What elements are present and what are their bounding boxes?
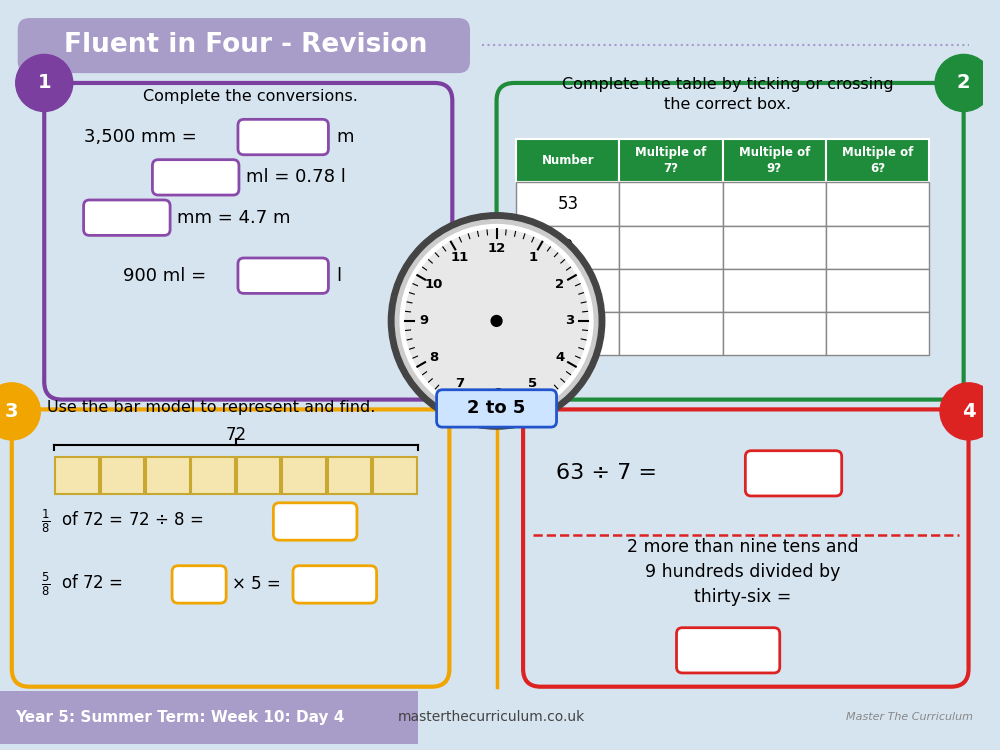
- Circle shape: [16, 55, 73, 112]
- Text: 6: 6: [492, 387, 501, 400]
- Text: 2: 2: [957, 74, 970, 92]
- Text: 4: 4: [555, 351, 564, 364]
- Bar: [723, 139, 826, 182]
- Bar: [191, 457, 235, 494]
- FancyBboxPatch shape: [273, 503, 357, 540]
- Text: 3,500 mm =: 3,500 mm =: [84, 128, 196, 146]
- Text: 5: 5: [528, 377, 538, 391]
- FancyBboxPatch shape: [44, 83, 452, 400]
- Text: mm = 4.7 m: mm = 4.7 m: [177, 209, 290, 226]
- Text: 1: 1: [528, 251, 538, 265]
- Bar: [723, 268, 826, 312]
- Circle shape: [388, 213, 605, 429]
- Circle shape: [0, 382, 40, 440]
- FancyBboxPatch shape: [12, 410, 449, 687]
- Text: m: m: [336, 128, 354, 146]
- Text: Multiple of
7?: Multiple of 7?: [635, 146, 707, 176]
- Text: Fluent in Four - Revision: Fluent in Four - Revision: [64, 32, 428, 58]
- Text: × 5 =: × 5 =: [232, 575, 281, 593]
- Text: 12: 12: [487, 242, 506, 255]
- FancyBboxPatch shape: [18, 18, 470, 74]
- Text: 11: 11: [451, 251, 469, 265]
- Text: ml = 0.78 l: ml = 0.78 l: [246, 168, 346, 186]
- Bar: [328, 457, 371, 494]
- Text: Multiple of
9?: Multiple of 9?: [739, 146, 810, 176]
- Bar: [826, 182, 929, 226]
- Text: 10: 10: [424, 278, 443, 291]
- Circle shape: [935, 55, 992, 112]
- Bar: [237, 457, 280, 494]
- Circle shape: [400, 224, 593, 417]
- Bar: [723, 182, 826, 226]
- FancyBboxPatch shape: [523, 410, 969, 687]
- FancyBboxPatch shape: [745, 451, 842, 496]
- Bar: [619, 139, 723, 182]
- Bar: [146, 457, 190, 494]
- FancyBboxPatch shape: [238, 258, 328, 293]
- Circle shape: [940, 382, 997, 440]
- Bar: [723, 312, 826, 356]
- FancyBboxPatch shape: [437, 390, 557, 427]
- Bar: [516, 182, 619, 226]
- Text: masterthecurriculum.co.uk: masterthecurriculum.co.uk: [398, 710, 585, 724]
- Text: 2: 2: [555, 278, 564, 291]
- Bar: [826, 226, 929, 268]
- Bar: [55, 457, 99, 494]
- Text: Number: Number: [542, 154, 594, 167]
- Bar: [619, 226, 723, 268]
- FancyBboxPatch shape: [238, 119, 328, 154]
- Text: 30: 30: [557, 325, 578, 343]
- Text: 8: 8: [429, 351, 438, 364]
- Text: Complete the table by ticking or crossing
the correct box.: Complete the table by ticking or crossin…: [562, 77, 893, 112]
- Text: 72: 72: [225, 426, 247, 444]
- Text: 3: 3: [565, 314, 574, 328]
- Bar: [101, 457, 144, 494]
- Text: 900 ml =: 900 ml =: [123, 267, 206, 285]
- Bar: [619, 312, 723, 356]
- Text: Use the bar model to represent and find.: Use the bar model to represent and find.: [47, 400, 376, 415]
- Text: l: l: [336, 267, 341, 285]
- Circle shape: [395, 220, 598, 422]
- Text: 53: 53: [557, 195, 578, 213]
- Bar: [516, 139, 619, 182]
- Bar: [826, 268, 929, 312]
- Text: $\frac{5}{8}$  of 72 =: $\frac{5}{8}$ of 72 =: [41, 571, 123, 598]
- FancyBboxPatch shape: [497, 83, 964, 400]
- Text: Complete the conversions.: Complete the conversions.: [143, 89, 358, 104]
- Bar: [826, 139, 929, 182]
- Text: Year 5: Summer Term: Week 10: Day 4: Year 5: Summer Term: Week 10: Day 4: [15, 710, 344, 724]
- FancyBboxPatch shape: [84, 200, 170, 236]
- Bar: [282, 457, 326, 494]
- Bar: [723, 226, 826, 268]
- Text: $\frac{1}{8}$  of 72 = 72 ÷ 8 =: $\frac{1}{8}$ of 72 = 72 ÷ 8 =: [41, 508, 204, 536]
- Bar: [516, 268, 619, 312]
- Bar: [516, 312, 619, 356]
- FancyBboxPatch shape: [677, 628, 780, 673]
- FancyBboxPatch shape: [293, 566, 377, 603]
- Text: 9: 9: [563, 238, 573, 256]
- Bar: [619, 182, 723, 226]
- FancyBboxPatch shape: [172, 566, 226, 603]
- Text: 3: 3: [5, 402, 19, 421]
- Bar: [516, 226, 619, 268]
- Bar: [619, 268, 723, 312]
- Text: 63 ÷ 7 =: 63 ÷ 7 =: [556, 464, 657, 483]
- Text: Multiple of
6?: Multiple of 6?: [842, 146, 913, 176]
- Text: 1: 1: [37, 74, 51, 92]
- Bar: [0, 691, 418, 744]
- Circle shape: [405, 230, 588, 412]
- Circle shape: [491, 316, 502, 326]
- Text: Master The Curriculum: Master The Curriculum: [846, 712, 973, 722]
- FancyBboxPatch shape: [152, 160, 239, 195]
- Bar: [373, 457, 417, 494]
- Text: 15: 15: [557, 281, 578, 299]
- Text: 7: 7: [456, 377, 465, 391]
- Text: 2 to 5: 2 to 5: [467, 400, 526, 418]
- Text: 9: 9: [419, 314, 428, 328]
- Text: 2 more than nine tens and
9 hundreds divided by
thirty-six =: 2 more than nine tens and 9 hundreds div…: [627, 538, 858, 606]
- Text: 4: 4: [962, 402, 975, 421]
- Bar: [826, 312, 929, 356]
